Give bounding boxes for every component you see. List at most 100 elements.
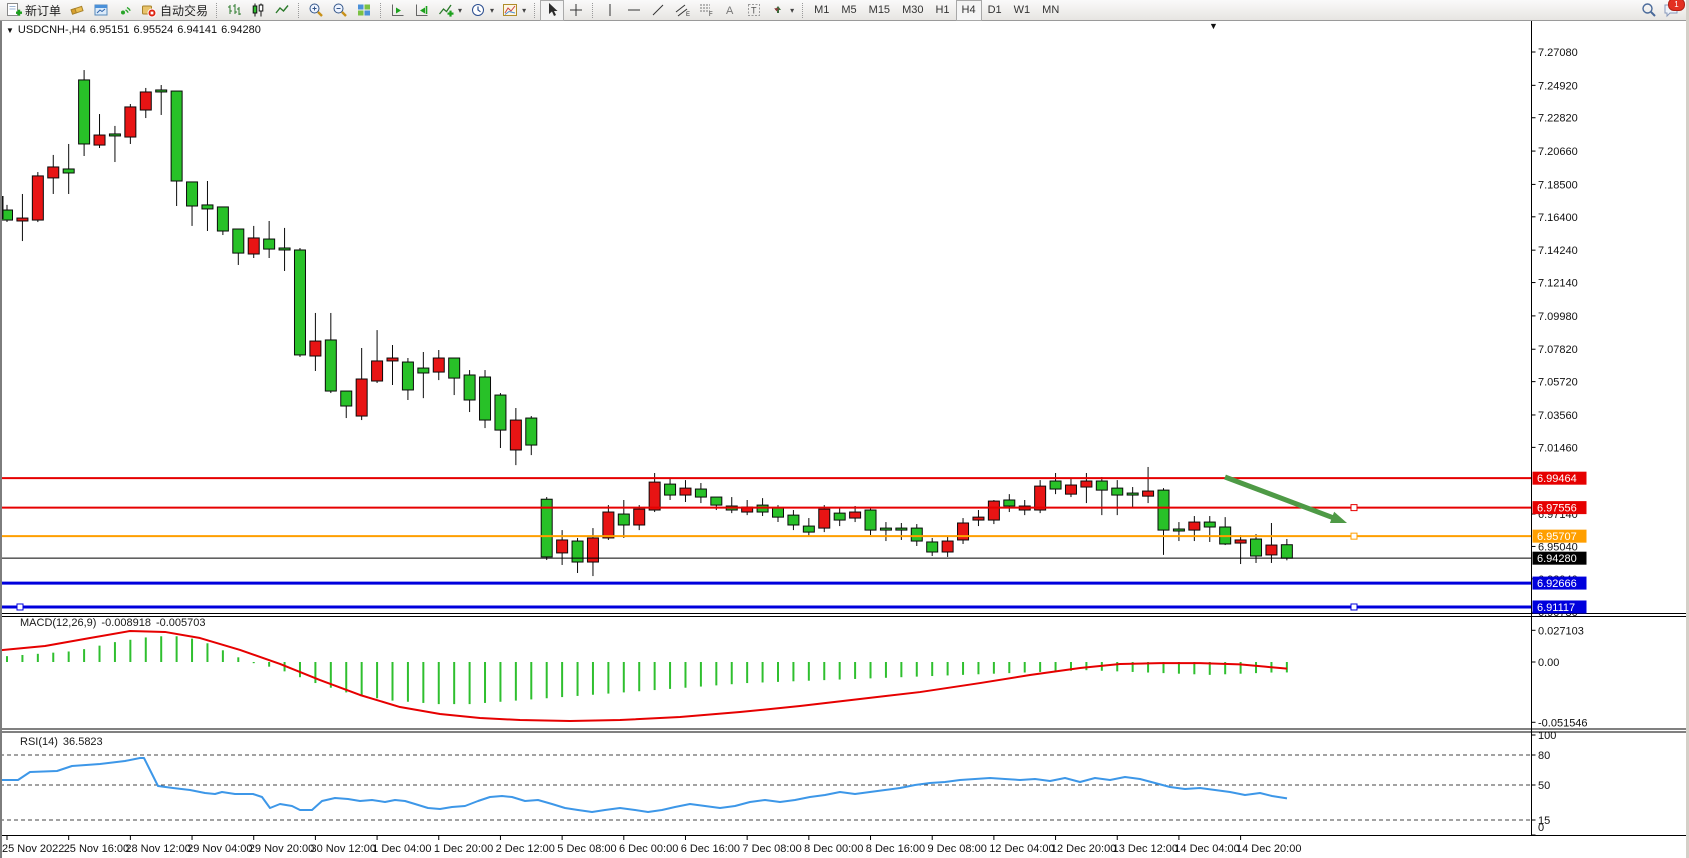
candle-body [232, 228, 245, 254]
dropdown-caret-icon: ▾ [790, 5, 795, 15]
dropdown-caret-icon: ▾ [490, 5, 495, 15]
time-axis-label: 1 Dec 20:00 [434, 843, 493, 855]
text-label-tool-button[interactable]: T [742, 0, 766, 21]
auto-scroll-button[interactable] [386, 0, 410, 21]
chart-symbol-period: USDCNH-,H4 [17, 24, 86, 36]
crosshair-tool-button[interactable] [564, 0, 588, 21]
candlestick-chart-button[interactable] [246, 0, 270, 21]
tab-timeframe-W1[interactable]: W1 [1013, 3, 1031, 16]
price-tag-6.94280 [1532, 551, 1587, 565]
market-watch-button[interactable] [65, 0, 89, 21]
tab-timeframe-M30[interactable]: M30 [902, 3, 924, 16]
tab-timeframe-M1[interactable]: M1 [814, 3, 830, 16]
time-axis-label: 28 Nov 12:00 [125, 843, 190, 855]
candle-body [525, 417, 538, 446]
candle-body [1111, 487, 1124, 496]
time-axis-label: 25 Nov 16:00 [64, 843, 129, 855]
equidistant-channel-tool-button[interactable]: E [670, 0, 694, 21]
trend-arrow-shaft[interactable] [1224, 474, 1335, 521]
candle-body [941, 540, 954, 553]
time-axis-label: 29 Nov 20:00 [249, 843, 314, 855]
tab-timeframe-H1[interactable]: H1 [935, 3, 950, 16]
price-axis-tick-label: 7.12140 [1538, 278, 1578, 290]
fibonacci-tool-button[interactable]: F [694, 0, 718, 21]
tab-timeframe-D1[interactable]: D1 [987, 3, 1002, 16]
candle-body [509, 419, 522, 451]
to myolbar-separator [592, 2, 594, 18]
signals-icon [121, 6, 131, 15]
arrows-tool-button[interactable]: ▾ [766, 0, 798, 21]
rsi-value: 36.5823 [62, 736, 103, 748]
trend-arrow-head[interactable] [1329, 511, 1347, 523]
indicators-icon [439, 4, 454, 17]
candle-body [1034, 485, 1047, 511]
rsi-axis-tick-label: 15 [1538, 815, 1550, 827]
tab-timeframe-MN[interactable]: MN [1042, 3, 1060, 16]
line-chart-icon [275, 5, 289, 14]
macd-indicator-label: MACD(12,26,9) -0.008918 -0.005703 [20, 617, 211, 629]
price-axis-tick-label: 7.16400 [1538, 212, 1578, 224]
tile-windows-button[interactable] [352, 0, 376, 21]
tab-timeframe-H4[interactable]: H4 [955, 0, 982, 21]
new-order-button[interactable]: 新订单 [2, 0, 65, 21]
level-handle[interactable] [1350, 504, 1358, 512]
templates-button[interactable]: ▾ [498, 0, 530, 21]
price-axis-tick-label: 7.20660 [1538, 146, 1578, 158]
price-axis-tick-label: 7.01460 [1538, 442, 1578, 454]
chart-title-expander-icon[interactable]: ▼ [6, 26, 14, 35]
candle-body [833, 512, 846, 521]
vertical-line-tool-button[interactable] [598, 0, 622, 21]
price-axis-tick-label: 7.03560 [1538, 410, 1578, 422]
chart-shift-button[interactable] [410, 0, 434, 21]
level-handle[interactable] [16, 603, 24, 611]
price-axis-tick-label: 7.22820 [1538, 113, 1578, 125]
zoom-out-button[interactable] [328, 0, 352, 21]
time-axis-label: 1 Dec 04:00 [372, 843, 431, 855]
price-tag-6.91117 [1532, 600, 1587, 614]
market-watch-icon [70, 5, 84, 15]
price-axis-tick-label: 7.18500 [1538, 179, 1578, 191]
window-left-border [0, 21, 3, 858]
auto-trading-button[interactable]: 自动交易 [137, 0, 212, 21]
zoom-in-icon [309, 3, 323, 17]
horizontal-line-tool-button[interactable] [622, 0, 646, 21]
price-tag-6.99464 [1532, 471, 1587, 485]
tab-timeframe-M15[interactable]: M15 [868, 3, 891, 16]
candle-body [972, 516, 985, 521]
periods-button[interactable]: ▾ [466, 0, 498, 21]
signals-button[interactable] [113, 0, 137, 21]
cursor-tool-button[interactable] [540, 0, 565, 21]
candle-body [1234, 539, 1247, 544]
data-window-button[interactable] [89, 0, 113, 21]
equidistant-channel-icon: E [675, 4, 690, 18]
chart-canvas[interactable]: 7.27080 7.24920 7.22820 7.20660 7.18500 7.164… [0, 21, 1689, 858]
window-right-border [1686, 0, 1689, 858]
toolbar-separator [380, 2, 382, 18]
trendline-icon [652, 4, 664, 16]
svg-text:A: A [726, 5, 734, 17]
top-right-arrow-icon[interactable]: ▼ [1209, 21, 1218, 31]
arrows-icon [774, 6, 782, 13]
chart-title: ▼ USDCNH-,H4 6.95151 6.95524 6.94141 6.94280 [6, 24, 265, 36]
tab-timeframe-M5[interactable]: M5 [841, 3, 857, 16]
trendline-tool-button[interactable] [646, 0, 670, 21]
time-axis-label: 8 Dec 16:00 [866, 843, 925, 855]
search-icon[interactable] [1641, 2, 1657, 18]
indicators-button[interactable]: ▾ [434, 0, 466, 21]
notification-badge: 1 [1668, 0, 1685, 11]
candle-body [1003, 499, 1016, 507]
price-tag-label: 6.99464 [1537, 473, 1577, 485]
text-tool-button[interactable]: A [718, 0, 742, 21]
ohlc-low: 6.94141 [177, 24, 218, 36]
bar-chart-button[interactable] [222, 0, 246, 21]
candle-body [694, 488, 707, 498]
candle-body [309, 340, 322, 357]
notifications-button[interactable]: 1 [1663, 0, 1685, 18]
zoom-in-button[interactable] [304, 0, 328, 21]
time-axis-label: 12 Dec 04:00 [989, 843, 1054, 855]
candle-body [463, 374, 476, 401]
level-handle[interactable] [1350, 603, 1358, 611]
level-handle[interactable] [1350, 532, 1358, 540]
line-chart-button[interactable] [270, 0, 294, 21]
time-axis-label: 29 Nov 04:00 [187, 843, 252, 855]
